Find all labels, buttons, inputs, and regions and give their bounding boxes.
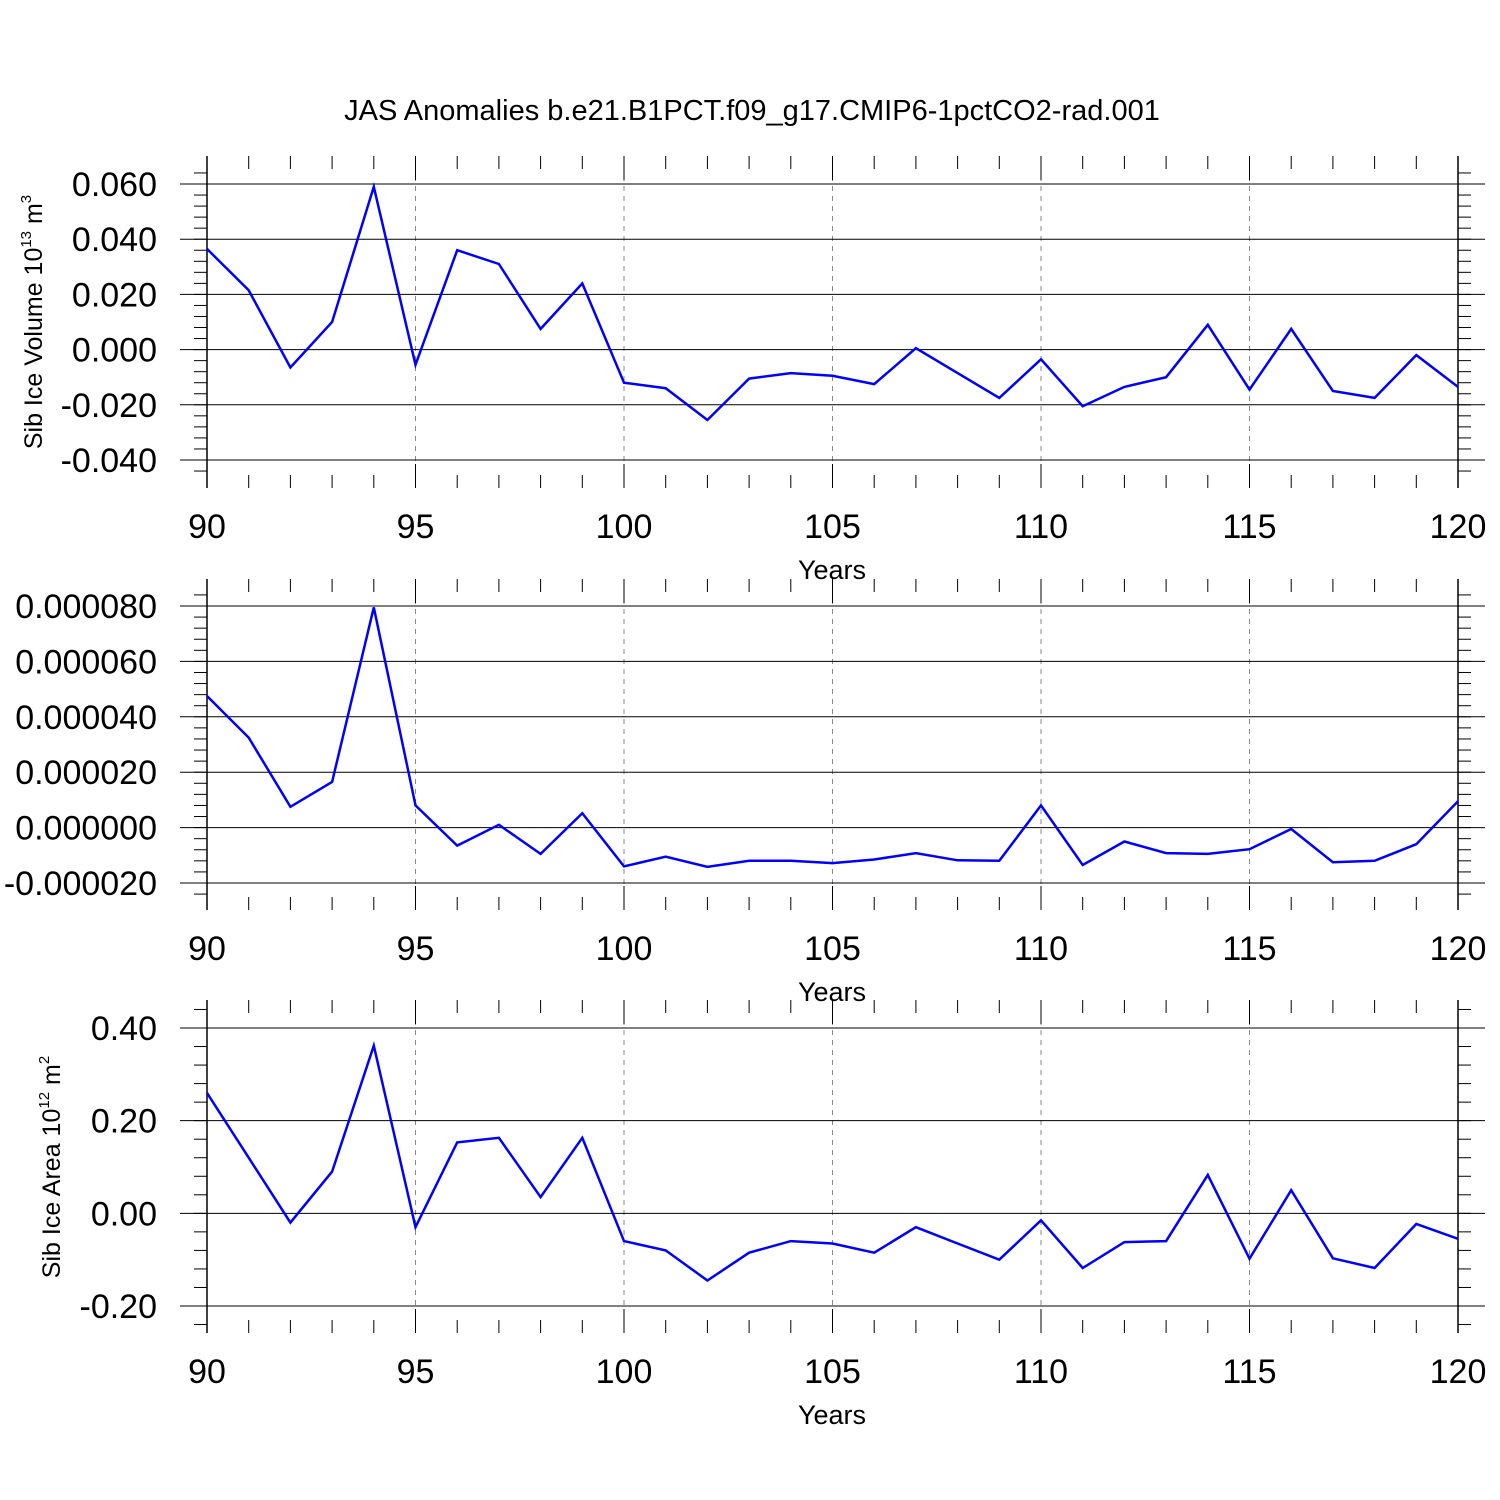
x-tick-label: 90 — [188, 508, 226, 546]
x-tick-label: 95 — [397, 1353, 435, 1391]
panel-3: 0.40 0.20 0.00 -0.20 90 95 100 105 110 115 120 Year… — [36, 1000, 1486, 1430]
panel-1: 0.060 0.040 0.020 0.000 -0.020 -0.040 90 95 100 1… — [18, 156, 1486, 585]
x-tick-label: 120 — [1430, 1353, 1487, 1391]
y-tick-label: 0.40 — [91, 1010, 157, 1048]
x-tick-label: 120 — [1430, 930, 1487, 968]
x-tick-label: 110 — [1014, 930, 1068, 968]
x-tick-label: 100 — [596, 508, 653, 546]
y-tick-label: 0.060 — [72, 166, 157, 204]
y-tick-label: 0.000000 — [15, 810, 157, 848]
y-axis-label: Sib Ice Area 1012 m2 — [36, 1056, 66, 1278]
series-line — [206, 607, 1459, 869]
x-tick-label: 105 — [804, 1353, 861, 1391]
y-tick-label: 0.000 — [72, 332, 157, 370]
x-tick-label: 115 — [1222, 1353, 1276, 1391]
y-tick-label: 0.20 — [91, 1103, 157, 1141]
x-tick-label: 115 — [1222, 930, 1276, 968]
x-tick-label: 95 — [397, 508, 435, 546]
series-line — [206, 182, 1459, 422]
x-tick-label: 115 — [1222, 508, 1276, 546]
y-tick-label: 0.00 — [91, 1195, 157, 1233]
y-tick-label: 0.040 — [72, 221, 157, 259]
x-tick-label: 100 — [596, 930, 653, 968]
y-tick-label: 0.000080 — [15, 588, 157, 626]
y-tick-label: -0.000020 — [4, 865, 157, 903]
figure-title: JAS Anomalies b.e21.B1PCT.f09_g17.CMIP6-… — [344, 95, 1160, 127]
x-tick-label: 95 — [397, 930, 435, 968]
y-tick-label: 0.000020 — [15, 754, 157, 792]
y-tick-label: 0.020 — [72, 276, 157, 314]
y-tick-label: -0.020 — [61, 387, 157, 425]
x-tick-label: 110 — [1014, 508, 1068, 546]
x-tick-label: 110 — [1014, 1353, 1068, 1391]
x-tick-label: 105 — [804, 508, 861, 546]
x-tick-label: 90 — [188, 930, 226, 968]
y-tick-label: 0.000040 — [15, 699, 157, 737]
y-axis-label: Sib Ice Volume 1013 m3 — [18, 195, 48, 449]
x-tick-label: 100 — [596, 1353, 653, 1391]
x-axis-label: Years — [798, 1400, 866, 1430]
x-tick-label: 90 — [188, 1353, 226, 1391]
panels: 0.060 0.040 0.020 0.000 -0.020 -0.040 90 95 100 1… — [4, 156, 1487, 1430]
x-tick-label: 120 — [1430, 508, 1487, 546]
y-tick-label: -0.040 — [61, 442, 157, 480]
y-tick-label: -0.20 — [80, 1288, 158, 1326]
y-tick-label: 0.000060 — [15, 643, 157, 681]
series-line — [205, 1040, 1459, 1283]
panel-2: 0.000080 0.000060 0.000040 0.000020 0.000000… — [4, 579, 1487, 1007]
x-tick-label: 105 — [804, 930, 861, 968]
